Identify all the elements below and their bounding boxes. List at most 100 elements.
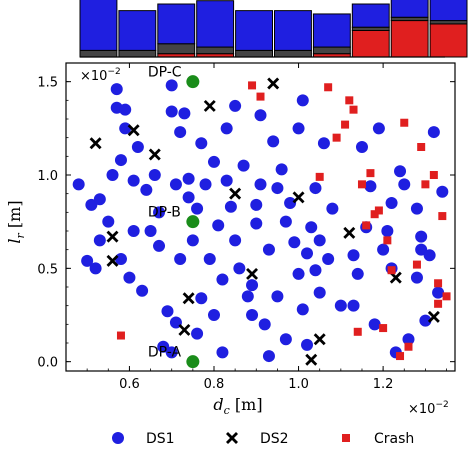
ds1-point [136, 284, 149, 297]
ds1-point [102, 215, 115, 228]
design-point-label: DP-A [148, 345, 182, 361]
ds1-point [432, 286, 445, 299]
hist-ds1-bar [351, 3, 390, 28]
legend-item: DS2 [226, 431, 289, 447]
y-tick-label: 1.5 [37, 76, 58, 91]
ds2-point-stroke [203, 99, 216, 112]
crash-point [421, 180, 430, 189]
ds1-point [229, 99, 242, 112]
design-point [186, 215, 200, 229]
ds2-point-stroke [127, 124, 140, 137]
crash-point [417, 143, 426, 151]
ds2-point [305, 353, 318, 366]
ds1-point [110, 83, 123, 96]
x-tick-label: 1.2 [373, 377, 394, 392]
legend-item: Crash [342, 431, 414, 447]
ds1-point [250, 198, 263, 211]
x-axis-title: dc [m] [213, 395, 262, 417]
hist-crash-bar [429, 23, 468, 58]
ds1-point [233, 262, 246, 275]
ds1-point [119, 103, 132, 116]
ds1-point [182, 191, 195, 204]
x-tick-label: 0.6 [119, 377, 140, 392]
crash-point [383, 236, 392, 245]
ds1-point [203, 253, 216, 265]
ds1-point [296, 303, 309, 316]
ds1-point [72, 178, 85, 191]
ds1-point [140, 183, 153, 196]
ds2-point [246, 267, 259, 280]
ds1-point [85, 198, 98, 211]
crash-point [256, 92, 265, 101]
ds1-point [402, 333, 415, 346]
hist-ds2-bar [79, 49, 118, 58]
ds1-point [410, 202, 423, 215]
ds1-point [305, 221, 318, 234]
ds1-point [224, 200, 237, 213]
ds1-point [427, 126, 440, 139]
ds1-point [216, 273, 229, 286]
ds1-point [127, 174, 140, 187]
ds2-point [292, 191, 305, 204]
ds1-point [114, 154, 127, 167]
design-point-label: DP-B [148, 205, 181, 221]
crash-point [438, 212, 447, 221]
ds1-point [250, 217, 263, 230]
ds2-point-stroke [148, 148, 161, 161]
ds2-point [182, 292, 195, 305]
y-tick-label: 0.0 [37, 356, 58, 371]
ds2-point-stroke [89, 137, 102, 150]
legend-label: DS2 [260, 431, 289, 447]
crash-point [374, 206, 383, 215]
crash-point [387, 266, 396, 275]
design-point [186, 355, 200, 369]
y-tick-label: 0.5 [37, 262, 58, 277]
hist-ds1-bar [274, 10, 312, 51]
ds1-point [292, 267, 305, 280]
ds2-point-stroke [343, 226, 356, 239]
legend-item: DS1 [112, 431, 175, 447]
ds2-point-stroke [182, 292, 195, 305]
ds1-point [199, 178, 212, 191]
ds1-point [381, 225, 394, 237]
hist-ds1-bar [118, 10, 157, 51]
crash-point [412, 260, 421, 269]
y-axis-title: lr [m] [5, 200, 27, 243]
ds1-point [347, 299, 360, 312]
ds2-point-stroke [178, 323, 191, 336]
ds1-point [415, 230, 428, 243]
hist-ds1-bar [390, 0, 429, 18]
ds1-point [148, 169, 161, 181]
ds1-point [309, 264, 322, 277]
hist-ds2-bar [312, 46, 351, 55]
legend-marker [342, 434, 350, 442]
ds1-point [153, 206, 166, 219]
ds2-point-stroke [246, 267, 259, 280]
hist-ds1-bar [196, 0, 235, 48]
ds1-point [288, 236, 301, 249]
ds1-point [334, 299, 347, 312]
ds1-point [364, 180, 377, 193]
crash-point [248, 81, 257, 90]
ds1-point [119, 122, 132, 135]
ds1-point [313, 234, 326, 247]
ds1-point [377, 243, 390, 256]
ds2-point-stroke [106, 254, 119, 267]
x-sci-multiplier: ×10−2 [408, 400, 449, 417]
hist-ds1-bar [429, 0, 468, 22]
crash-point [434, 279, 443, 288]
ds1-point [178, 107, 191, 120]
ds1-point [207, 309, 220, 321]
ds1-point [262, 243, 275, 256]
design-point-label: DP-C [148, 65, 182, 81]
ds1-point [246, 309, 259, 321]
ds1-point [161, 305, 174, 318]
ds2-point [389, 271, 402, 284]
ds1-point [271, 290, 284, 303]
ds1-point [355, 141, 368, 153]
crash-point [362, 221, 371, 230]
ds1-point [195, 292, 208, 305]
ds1-point [309, 182, 322, 195]
legend-marker [112, 432, 124, 444]
scatter-plot-area: 0.6 0.8 1.0 1.2 0.0 0.5 1.0 1.5 DP-C DP-B DP-A [37, 62, 456, 392]
